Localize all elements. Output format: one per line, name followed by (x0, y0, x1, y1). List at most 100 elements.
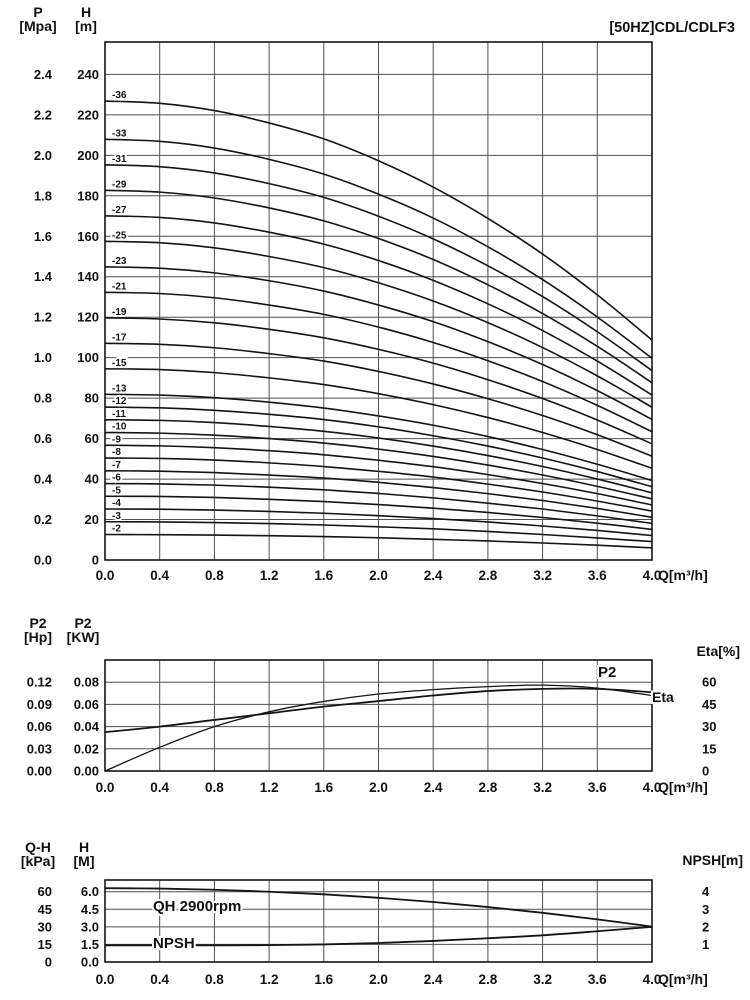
x-tick-label: 3.6 (588, 972, 607, 987)
x-tick-label: 1.6 (314, 568, 333, 583)
left-inner-tick-label: 40 (85, 472, 99, 487)
chart2-power-hp-axis-header: P2 [Hp] (14, 616, 62, 644)
chart-1-border (104, 41, 653, 561)
left-outer-tick-label: 0.4 (34, 472, 53, 487)
left-outer-tick-label: 1.8 (34, 188, 52, 203)
curve--11 (104, 418, 653, 494)
x-tick-label: 3.2 (533, 972, 552, 987)
left-inner-tick-label: 0.0 (81, 955, 99, 970)
left-inner-tick-label: 0.04 (74, 719, 100, 734)
stage-count-label: -4 (112, 498, 121, 509)
stage-count-label: -8 (112, 447, 121, 458)
stage-count-label: -29 (112, 179, 127, 190)
x-tick-label: 0.8 (205, 568, 224, 583)
left-outer-tick-label: 30 (38, 919, 52, 934)
chart2-power-hp-axis-label: P2 (29, 615, 47, 631)
curve--8 (104, 457, 653, 512)
left-inner-tick-label: 200 (77, 148, 99, 163)
x-axis-unit-label: Q[m³/h] (658, 567, 708, 583)
right-tick-label: 0 (702, 764, 709, 779)
left-inner-tick-label: 0.08 (74, 675, 99, 690)
stage-count-label: -15 (112, 358, 127, 369)
left-outer-tick-label: 0.00 (27, 764, 52, 779)
curve-QH 2900rpm (104, 887, 653, 928)
x-tick-label: 0.0 (96, 568, 115, 583)
left-inner-tick-label: 120 (77, 310, 99, 325)
x-tick-label: 1.6 (314, 972, 333, 987)
x-tick-label: 0.8 (205, 780, 224, 795)
chart-1-series (104, 100, 653, 549)
x-tick-label: 0.8 (205, 972, 224, 987)
x-tick-label: 4.0 (643, 568, 662, 583)
stage-count-label: -7 (112, 460, 121, 471)
x-tick-label: 2.0 (369, 972, 388, 987)
chart1-head-axis-unit: [m] (75, 18, 97, 34)
x-tick-label: 3.6 (588, 568, 607, 583)
right-tick-label: 4 (702, 884, 710, 899)
stage-count-label: -12 (112, 396, 127, 407)
stage-count-label: -13 (112, 383, 127, 394)
curve-name-label: QH 2900rpm (153, 898, 241, 915)
x-tick-label: 3.2 (533, 568, 552, 583)
curve--31 (104, 164, 653, 372)
x-tick-label: 0.0 (96, 972, 115, 987)
curve--5 (104, 495, 653, 531)
stage-count-label: -23 (112, 256, 127, 267)
left-outer-tick-label: 1.4 (34, 269, 53, 284)
stage-count-label: -6 (112, 473, 121, 484)
left-outer-tick-label: 1.0 (34, 350, 52, 365)
right-tick-label: 1 (702, 937, 709, 952)
stage-count-label: -17 (112, 332, 127, 343)
left-outer-tick-label: 2.0 (34, 148, 52, 163)
left-outer-tick-label: 0.03 (27, 741, 52, 756)
x-tick-label: 3.2 (533, 780, 552, 795)
x-tick-label: 2.4 (424, 568, 443, 583)
left-inner-tick-label: 0.02 (74, 741, 99, 756)
left-inner-tick-label: 100 (77, 350, 99, 365)
curve--4 (104, 508, 653, 537)
curve-P2 (104, 687, 653, 734)
left-outer-tick-label: 0.2 (34, 512, 52, 527)
curve--29 (104, 189, 653, 384)
left-outer-tick-label: 15 (38, 937, 52, 952)
x-tick-label: 2.4 (424, 780, 443, 795)
right-tick-label: 3 (702, 902, 709, 917)
right-tick-label: 2 (702, 919, 709, 934)
left-outer-tick-label: 0 (45, 955, 52, 970)
stage-count-label: -3 (112, 511, 121, 522)
left-inner-tick-label: 80 (85, 391, 99, 406)
left-inner-tick-label: 0.06 (74, 697, 99, 712)
right-tick-label: 30 (702, 719, 716, 734)
curve--23 (104, 266, 653, 421)
left-outer-tick-label: 2.2 (34, 107, 52, 122)
left-inner-tick-label: 0.00 (74, 764, 99, 779)
chart3-flowhead-axis-header: Q-H [kPa] (12, 840, 64, 868)
left-outer-tick-label: 60 (38, 884, 52, 899)
chart2-power-hp-axis-unit: [Hp] (24, 629, 52, 645)
curve--21 (104, 291, 653, 433)
x-tick-label: 1.2 (260, 972, 279, 987)
chart-2: 0.0 0.4 0.8 1.2 1.6 2.0 2.4 2.8 3.2 3.6 4.0Q[m³/h]… (27, 659, 716, 795)
chart3-head-axis-header: H [M] (64, 840, 104, 868)
chart1-head-axis-label: H (80, 4, 92, 20)
curve--33 (104, 138, 653, 359)
x-axis-unit-label: Q[m³/h] (658, 779, 708, 795)
curve--36 (104, 100, 653, 341)
chart-3: 0.0 0.4 0.8 1.2 1.6 2.0 2.4 2.8 3.2 3.6 4.0Q[m³/h]… (38, 879, 710, 987)
curve-name-label: NPSH (153, 935, 195, 952)
stage-count-label: -9 (112, 434, 121, 445)
chart3-flowhead-axis-label: Q-H (25, 839, 51, 855)
x-tick-label: 1.2 (260, 568, 279, 583)
curve--3 (104, 520, 653, 543)
stage-count-label: -27 (112, 205, 127, 216)
curve--15 (104, 367, 653, 470)
left-inner-tick-label: 60 (85, 431, 99, 446)
x-axis-unit-label: Q[m³/h] (658, 971, 708, 987)
chart-3-series (104, 887, 653, 947)
left-inner-tick-label: 240 (77, 67, 99, 82)
x-tick-label: 1.2 (260, 780, 279, 795)
right-tick-label: 15 (702, 741, 716, 756)
left-inner-tick-label: 140 (77, 269, 99, 284)
